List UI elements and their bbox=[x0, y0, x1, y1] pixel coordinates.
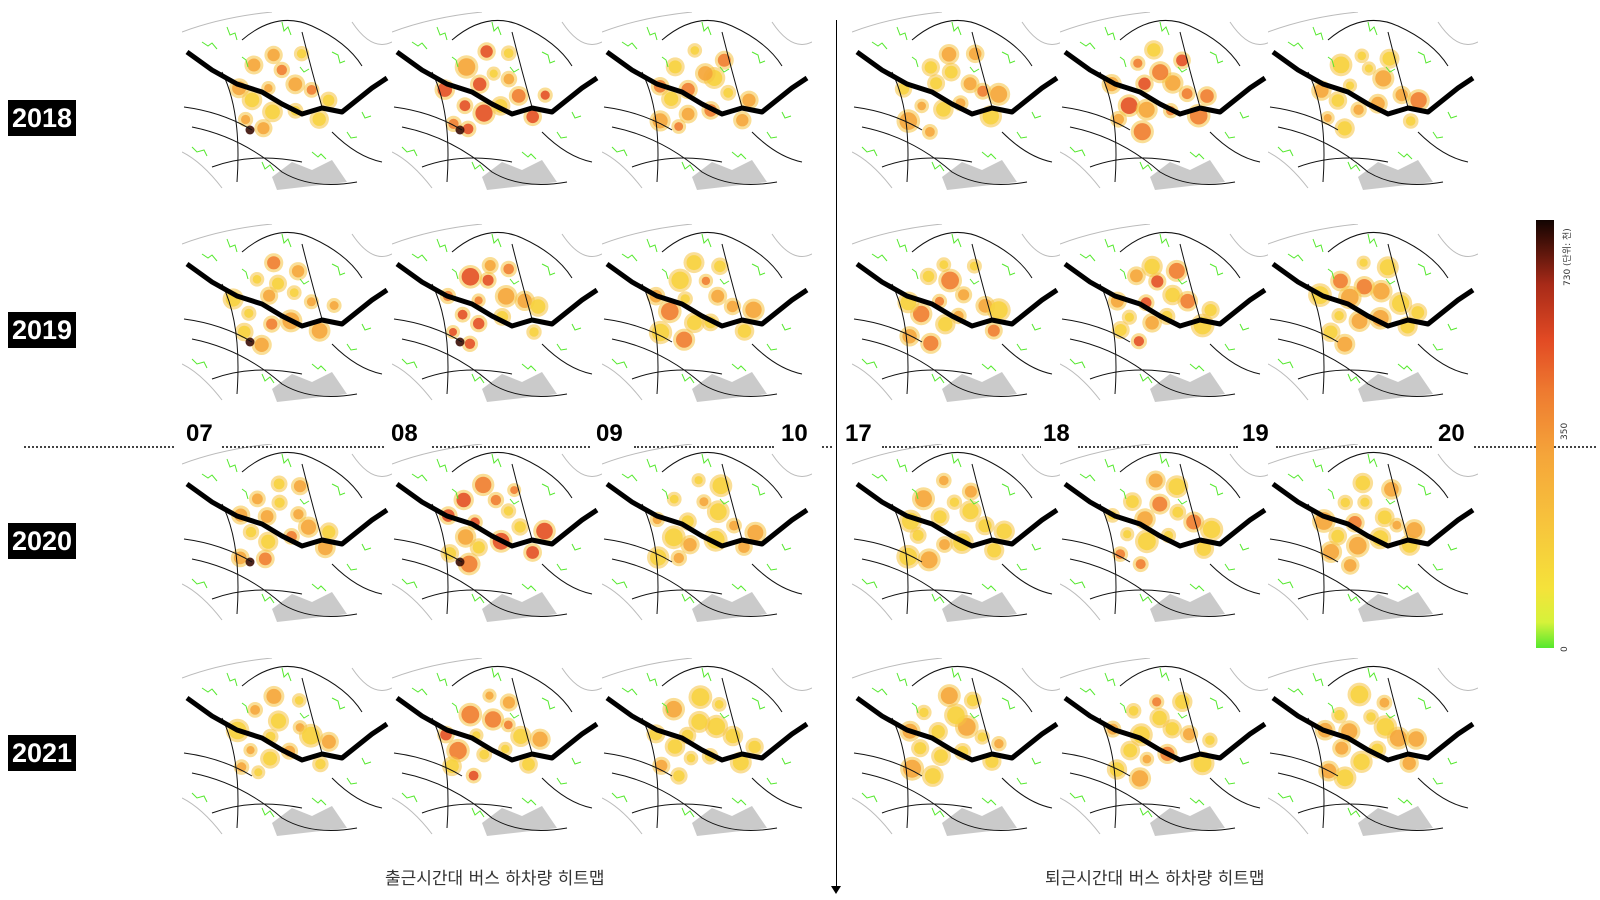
heatmap-tile-map bbox=[852, 444, 1062, 622]
dotted-separator bbox=[24, 446, 174, 448]
hour-label-17: 17 bbox=[843, 420, 874, 448]
year-badge-2021: 2021 bbox=[8, 735, 76, 771]
colorbar-min-label: 0 bbox=[1560, 646, 1570, 652]
heatmap-tile-map bbox=[852, 12, 1062, 190]
year-badge-2020: 2020 bbox=[8, 523, 76, 559]
heatmap-tile-map bbox=[182, 224, 392, 402]
heatmap-tile-map bbox=[182, 658, 392, 836]
heatmap-tile-map bbox=[392, 658, 602, 836]
caption-morning: 출근시간대 버스 하차량 히트맵 bbox=[385, 869, 605, 889]
hour-label-09: 09 bbox=[594, 420, 625, 448]
heatmap-tile-map bbox=[1060, 444, 1270, 622]
heatmap-tile-map bbox=[182, 444, 392, 622]
heatmap-tile-map bbox=[1268, 444, 1478, 622]
heatmap-tile-map bbox=[602, 12, 812, 190]
hour-label-10: 10 bbox=[779, 420, 810, 448]
colorbar-max-label: 730 (단위: 천) bbox=[1563, 228, 1573, 286]
colorbar-legend bbox=[1536, 220, 1554, 648]
dotted-separator bbox=[1078, 446, 1238, 448]
heatmap-tile-map bbox=[602, 444, 812, 622]
hour-label-19: 19 bbox=[1240, 420, 1271, 448]
dotted-separator bbox=[432, 446, 590, 448]
hour-label-20: 20 bbox=[1436, 420, 1467, 448]
heatmap-tile-map bbox=[1060, 12, 1270, 190]
heatmap-tile-map bbox=[1060, 658, 1270, 836]
heatmap-tile-map bbox=[852, 224, 1062, 402]
heatmap-tile-map bbox=[852, 658, 1062, 836]
dotted-separator bbox=[822, 446, 832, 448]
caption-evening: 퇴근시간대 버스 하차량 히트맵 bbox=[1045, 869, 1265, 889]
year-badge-2018: 2018 bbox=[8, 100, 76, 136]
axis-arrow-icon bbox=[831, 886, 841, 894]
heatmap-tile-map bbox=[1060, 224, 1270, 402]
dotted-separator bbox=[882, 446, 1042, 448]
heatmap-tile-map bbox=[392, 12, 602, 190]
heatmap-tile-map bbox=[1268, 12, 1478, 190]
colorbar-mid-label: 350 bbox=[1560, 422, 1570, 440]
heatmap-tile-map bbox=[1268, 658, 1478, 836]
heatmap-tile-map bbox=[602, 658, 812, 836]
year-badge-2019: 2019 bbox=[8, 312, 76, 348]
dotted-separator bbox=[1474, 446, 1596, 448]
hour-label-18: 18 bbox=[1041, 420, 1072, 448]
dotted-separator bbox=[1276, 446, 1432, 448]
heatmap-tile-map bbox=[602, 224, 812, 402]
heatmap-tile-map bbox=[1268, 224, 1478, 402]
time-divider-axis bbox=[836, 20, 837, 892]
hour-label-07: 07 bbox=[184, 420, 215, 448]
heatmap-tile-map bbox=[392, 444, 602, 622]
dotted-separator bbox=[222, 446, 384, 448]
dotted-separator bbox=[634, 446, 774, 448]
heatmap-tile-map bbox=[392, 224, 602, 402]
hour-label-08: 08 bbox=[389, 420, 420, 448]
heatmap-tile-map bbox=[182, 12, 392, 190]
